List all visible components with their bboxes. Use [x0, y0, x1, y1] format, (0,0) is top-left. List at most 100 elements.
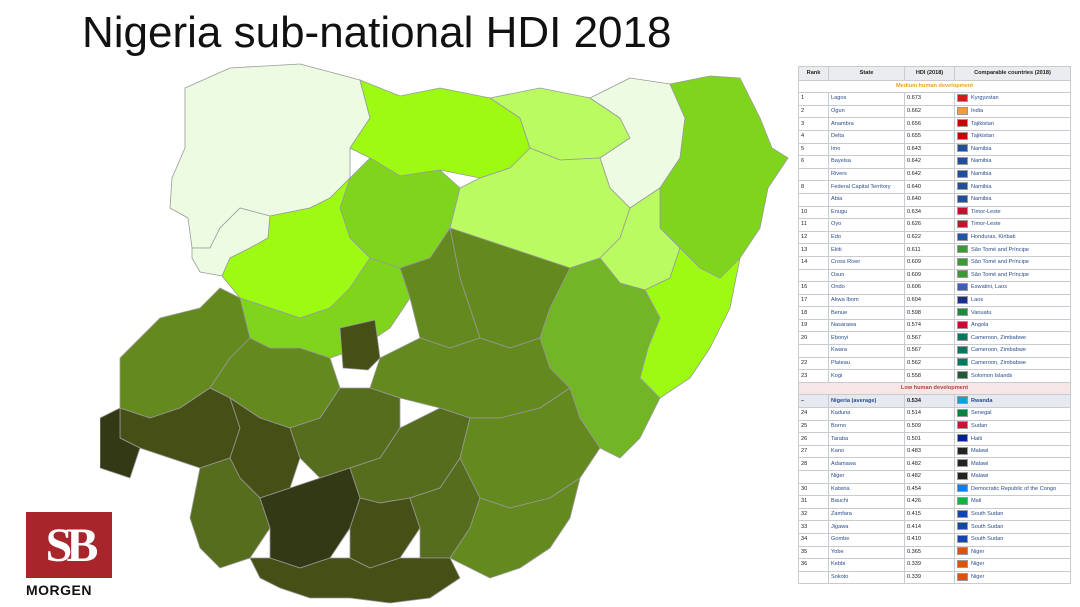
country-name[interactable]: Haiti	[971, 435, 983, 442]
country-cell[interactable]: Cameroon, Zimbabwe	[954, 344, 1071, 358]
country-name[interactable]: Niger	[971, 574, 985, 581]
country-cell[interactable]: South Sudan	[954, 532, 1071, 547]
country-name[interactable]: Eswatini, Laos	[971, 284, 1008, 291]
country-cell[interactable]: Cameroon, Zimbabwe	[954, 356, 1071, 371]
col-header-countries[interactable]: Comparable countries (2018)	[954, 66, 1071, 81]
state-cell[interactable]: Plateau	[828, 356, 905, 371]
state-cell[interactable]: Cross River	[828, 255, 905, 270]
state-cell[interactable]: Yobe	[828, 545, 905, 560]
country-cell[interactable]: Tajikistan	[954, 129, 1071, 144]
state-cell[interactable]: Kano	[828, 444, 905, 459]
state-cell[interactable]: Kaduna	[828, 407, 905, 421]
state-cell[interactable]: Kogi	[828, 369, 905, 383]
country-cell[interactable]: Niger	[954, 545, 1071, 560]
state-cell[interactable]: Ondo	[828, 281, 905, 295]
state-cell[interactable]: Ogun	[828, 104, 905, 119]
country-name[interactable]: São Tomé and Príncipe	[971, 259, 1030, 266]
state-cell[interactable]: Nasarawa	[828, 318, 905, 333]
country-cell[interactable]: Malawi	[954, 444, 1071, 459]
state-cell[interactable]: Benue	[828, 306, 905, 320]
state-cell[interactable]: Sokoto	[828, 570, 905, 585]
country-name[interactable]: São Tomé and Príncipe	[971, 271, 1030, 278]
country-name[interactable]: South Sudan	[971, 523, 1004, 530]
country-name[interactable]: Tajikistan	[971, 133, 995, 140]
state-cell[interactable]: Ebonyi	[828, 331, 905, 346]
country-cell[interactable]: Rwanda	[954, 394, 1071, 409]
state-cell[interactable]: Bauchi	[828, 495, 905, 509]
country-cell[interactable]: Namibia	[954, 167, 1071, 182]
country-name[interactable]: Vanuatu	[971, 309, 992, 316]
state-cell[interactable]: Nigeria (average)	[828, 394, 905, 409]
country-name[interactable]: Niger	[971, 561, 985, 568]
state-cell[interactable]: Akwa Ibom	[828, 293, 905, 308]
country-name[interactable]: Namibia	[971, 145, 992, 152]
country-name[interactable]: Namibia	[971, 196, 992, 203]
state-cell[interactable]: Abia	[828, 192, 905, 207]
state-cell[interactable]: Enugu	[828, 205, 905, 220]
state-cell[interactable]: Zamfara	[828, 507, 905, 522]
country-cell[interactable]: India	[954, 104, 1071, 119]
country-cell[interactable]: Angola	[954, 318, 1071, 333]
country-cell[interactable]: Mali	[954, 495, 1071, 509]
country-cell[interactable]: Namibia	[954, 142, 1071, 157]
country-name[interactable]: Laos	[971, 296, 984, 303]
country-cell[interactable]: Eswatini, Laos	[954, 281, 1071, 295]
state-cell[interactable]: Borno	[828, 419, 905, 434]
country-name[interactable]: Niger	[971, 548, 985, 555]
state-cell[interactable]: Jigawa	[828, 520, 905, 534]
country-cell[interactable]: Malawi	[954, 470, 1071, 484]
country-name[interactable]: Namibia	[971, 171, 992, 178]
country-cell[interactable]: Malawi	[954, 457, 1071, 471]
state-cell[interactable]: Gombe	[828, 532, 905, 547]
col-header-state[interactable]: State	[828, 66, 905, 81]
country-cell[interactable]: Namibia	[954, 192, 1071, 207]
country-name[interactable]: Namibia	[971, 183, 992, 190]
country-name[interactable]: Honduras, Kiribati	[971, 234, 1016, 241]
country-name[interactable]: Solomon Islands	[971, 372, 1013, 379]
country-cell[interactable]: São Tomé and Príncipe	[954, 243, 1071, 257]
country-cell[interactable]: Solomon Islands	[954, 369, 1071, 383]
country-cell[interactable]: Tajikistan	[954, 117, 1071, 131]
country-name[interactable]: Timor-Leste	[971, 208, 1001, 215]
country-cell[interactable]: Timor-Leste	[954, 218, 1071, 232]
state-cell[interactable]: Anambra	[828, 117, 905, 131]
state-cell[interactable]: Osun	[828, 268, 905, 283]
country-name[interactable]: Malawi	[971, 473, 989, 480]
country-name[interactable]: Rwanda	[971, 397, 993, 404]
country-cell[interactable]: Kyrgyzstan	[954, 92, 1071, 106]
country-name[interactable]: Malawi	[971, 448, 989, 455]
country-cell[interactable]: Niger	[954, 558, 1071, 572]
state-cell[interactable]: Oyo	[828, 218, 905, 232]
country-name[interactable]: Senegal	[971, 410, 992, 417]
col-header-hdi[interactable]: HDI (2018)	[904, 66, 955, 81]
state-cell[interactable]: Niger	[828, 470, 905, 484]
country-name[interactable]: Timor-Leste	[971, 221, 1001, 228]
state-cell[interactable]: Kwara	[828, 344, 905, 358]
country-cell[interactable]: Timor-Leste	[954, 205, 1071, 220]
country-cell[interactable]: South Sudan	[954, 520, 1071, 534]
country-cell[interactable]: Vanuatu	[954, 306, 1071, 320]
country-name[interactable]: Angola	[971, 322, 989, 329]
country-name[interactable]: Democratic Republic of the Congo	[971, 485, 1057, 492]
country-name[interactable]: Cameroon, Zimbabwe	[971, 334, 1027, 341]
state-cell[interactable]: Delta	[828, 129, 905, 144]
country-name[interactable]: Kyrgyzstan	[971, 95, 999, 102]
country-name[interactable]: São Tomé and Príncipe	[971, 246, 1030, 253]
country-cell[interactable]: Senegal	[954, 407, 1071, 421]
state-cell[interactable]: Imo	[828, 142, 905, 157]
country-name[interactable]: Namibia	[971, 158, 992, 165]
country-cell[interactable]: Cameroon, Zimbabwe	[954, 331, 1071, 346]
country-cell[interactable]: South Sudan	[954, 507, 1071, 522]
country-cell[interactable]: Namibia	[954, 155, 1071, 169]
country-cell[interactable]: Democratic Republic of the Congo	[954, 482, 1071, 497]
country-cell[interactable]: Sudan	[954, 419, 1071, 434]
country-name[interactable]: Cameroon, Zimbabwe	[971, 347, 1027, 354]
country-cell[interactable]: Namibia	[954, 180, 1071, 194]
country-name[interactable]: South Sudan	[971, 511, 1004, 518]
state-cell[interactable]: Taraba	[828, 432, 905, 446]
country-cell[interactable]: São Tomé and Príncipe	[954, 268, 1071, 283]
country-name[interactable]: Sudan	[971, 422, 988, 429]
state-cell[interactable]: Bayelsa	[828, 155, 905, 169]
col-header-rank[interactable]: Rank	[798, 66, 829, 81]
country-name[interactable]: Tajikistan	[971, 120, 995, 127]
